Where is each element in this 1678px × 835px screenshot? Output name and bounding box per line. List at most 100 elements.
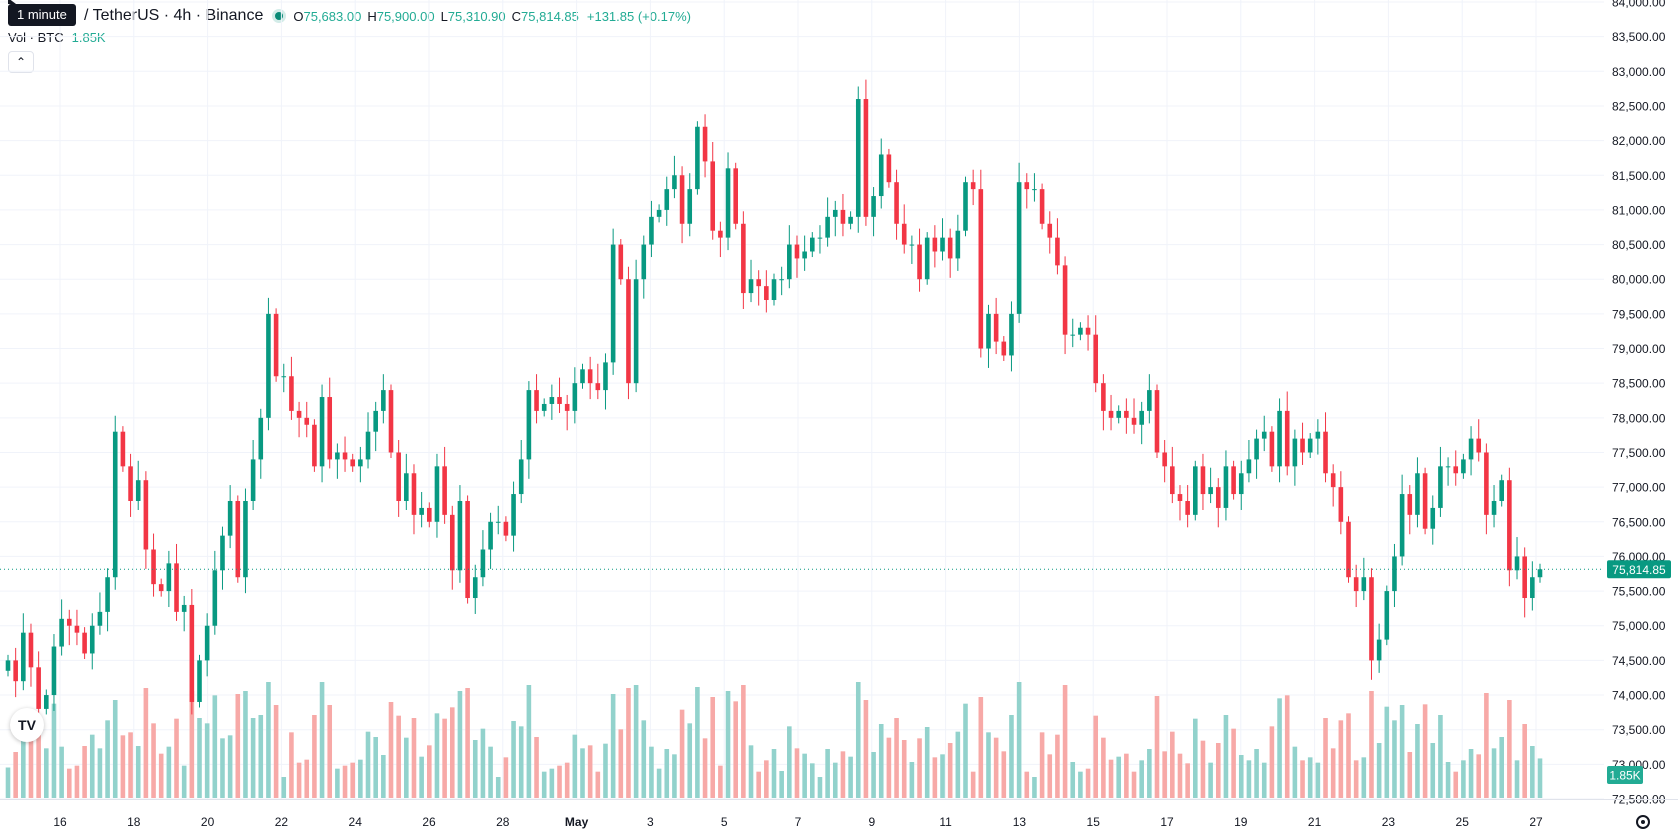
candle-body <box>878 154 884 197</box>
candle-body <box>1101 383 1106 411</box>
candle-body <box>220 535 225 571</box>
volume-bar <box>449 707 455 798</box>
volume-bar <box>457 691 463 798</box>
volume-bar <box>779 771 784 798</box>
volume-bar <box>404 737 409 798</box>
candle-body <box>319 397 325 467</box>
volume-bar <box>189 691 195 798</box>
volume-bar <box>1193 718 1198 798</box>
candle-body <box>1522 556 1527 599</box>
candle-body <box>909 244 915 246</box>
candle-body <box>1078 327 1083 335</box>
candle-body <box>917 244 922 280</box>
candle-body <box>1338 487 1344 522</box>
volume-bar <box>312 715 317 798</box>
volume-bar <box>480 728 486 798</box>
ohlc-values: O75,683.00 H75,900.00 L75,310.90 C75,814… <box>293 9 691 24</box>
candle-body <box>817 237 823 239</box>
low-value: 75,310.90 <box>447 8 506 24</box>
volume-bar <box>1461 760 1466 798</box>
candle-body <box>840 209 846 224</box>
volume-bar <box>342 765 348 798</box>
candle-body <box>1415 473 1420 515</box>
collapse-legend-button[interactable]: ⌃ <box>8 51 34 73</box>
volume-bar <box>266 682 271 798</box>
candle-body <box>1231 466 1236 495</box>
candle-body <box>587 369 593 384</box>
candle-body <box>1376 639 1382 661</box>
volume-bar <box>174 718 179 798</box>
candle-body <box>1300 438 1305 453</box>
volume-bar <box>1093 715 1099 798</box>
candle-body <box>273 313 279 377</box>
x-axis-tick-label: 18 <box>127 815 141 829</box>
candle-body <box>181 604 187 612</box>
volume-legend-label: Vol · BTC <box>8 30 64 45</box>
volume-bar <box>388 702 394 798</box>
volume-bar <box>1438 715 1443 798</box>
volume-bar <box>924 727 930 798</box>
volume-bar <box>947 743 953 798</box>
volume-bar <box>66 768 72 798</box>
candle-body <box>21 632 26 682</box>
candle-body <box>5 660 11 671</box>
volume-bar <box>656 768 662 798</box>
candle-body <box>511 494 516 536</box>
volume-badge-label: 1.85K <box>1609 769 1640 783</box>
settings-icon[interactable] <box>1636 815 1650 829</box>
volume-legend[interactable]: Vol · BTC 1.85K <box>8 30 106 45</box>
volume-bar <box>672 754 677 798</box>
volume-bar <box>1047 754 1053 798</box>
volume-bar <box>36 718 41 798</box>
candle-body <box>549 397 555 404</box>
x-axis-tick-label: 22 <box>275 815 289 829</box>
volume-bar <box>289 732 294 798</box>
volume-bar <box>863 700 869 798</box>
volume-bar <box>1361 757 1367 798</box>
volume-bar <box>1238 755 1244 798</box>
candle-body <box>748 279 754 294</box>
volume-bar <box>557 765 562 798</box>
candle-body <box>679 175 685 224</box>
candle-body <box>1353 577 1359 592</box>
volume-bar <box>74 765 80 798</box>
volume-bar <box>710 697 716 798</box>
volume-bar <box>963 703 968 798</box>
volume-bar <box>143 688 149 798</box>
candle-body <box>166 563 172 592</box>
candle-body <box>36 667 41 709</box>
volume-bar <box>641 720 647 798</box>
volume-bar <box>1407 752 1413 798</box>
candle-body <box>335 452 340 460</box>
volume-bar <box>89 734 95 798</box>
candle-body <box>396 452 401 501</box>
volume-bar <box>220 738 225 798</box>
candle-body <box>1070 334 1076 336</box>
candle-body <box>1438 466 1443 508</box>
candle-body <box>733 168 738 224</box>
volume-bar <box>128 732 133 798</box>
market-status-icon[interactable] <box>275 12 284 20</box>
high-value: 75,900.00 <box>376 8 435 24</box>
volume-bar <box>832 762 838 798</box>
candle-body <box>51 646 57 696</box>
tradingview-logo-icon[interactable]: TV <box>10 708 44 742</box>
volume-bar <box>1384 706 1390 798</box>
volume-bar <box>955 731 961 798</box>
volume-bar <box>1284 695 1290 798</box>
volume-bar <box>825 749 830 798</box>
y-axis-tick-label: 75,000.00 <box>1612 619 1666 633</box>
high-label: H <box>367 8 377 24</box>
candle-body <box>327 397 333 460</box>
candle-body <box>855 99 861 217</box>
volume-bar <box>878 724 884 798</box>
volume-bar <box>618 729 624 798</box>
candle-body <box>388 390 394 453</box>
candle-body <box>1139 410 1144 425</box>
volume-bar <box>5 767 11 798</box>
volume-bar <box>1415 724 1420 798</box>
pair-title[interactable]: / TetherUS · 4h · Binance <box>84 7 264 24</box>
candle-body <box>1085 327 1091 335</box>
volume-bar <box>1001 751 1007 798</box>
